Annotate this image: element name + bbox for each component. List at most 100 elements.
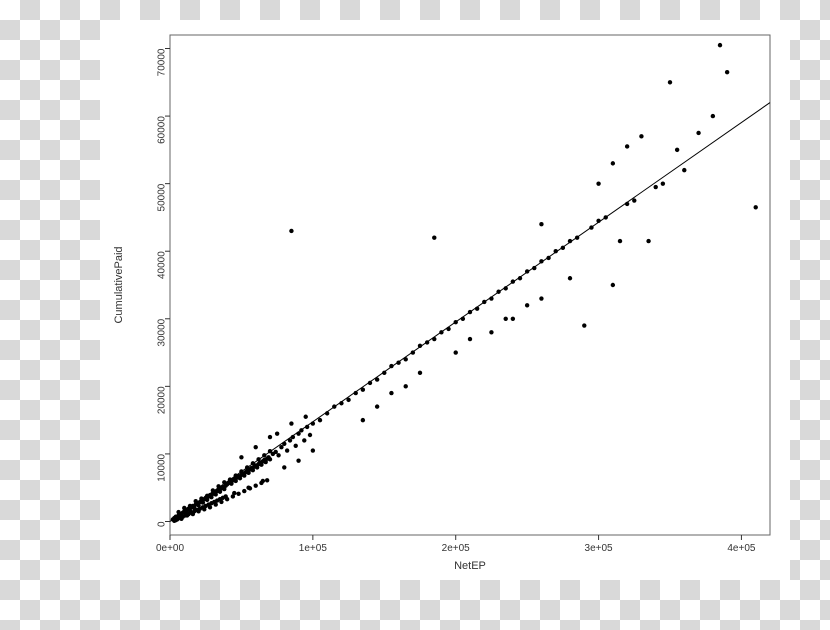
- data-point: [299, 428, 303, 432]
- data-point: [389, 391, 393, 395]
- y-tick-label: 60000: [157, 116, 168, 144]
- data-point: [382, 371, 386, 375]
- data-point: [236, 492, 240, 496]
- data-point: [265, 478, 269, 482]
- data-point: [575, 236, 579, 240]
- data-point: [232, 491, 236, 495]
- data-point: [646, 239, 650, 243]
- data-point: [279, 445, 283, 449]
- data-point: [539, 296, 543, 300]
- data-point: [268, 435, 272, 439]
- data-point: [304, 415, 308, 419]
- data-point: [216, 484, 220, 488]
- data-point: [199, 496, 203, 500]
- data-point: [596, 219, 600, 223]
- data-point: [188, 504, 192, 508]
- data-point: [468, 337, 472, 341]
- data-point: [339, 401, 343, 405]
- data-point: [296, 458, 300, 462]
- x-axis-label: NetEP: [454, 560, 486, 572]
- data-point: [404, 384, 408, 388]
- data-point: [308, 433, 312, 437]
- data-point: [294, 444, 298, 448]
- data-point: [539, 259, 543, 263]
- data-point: [711, 114, 715, 118]
- data-point: [242, 489, 246, 493]
- data-point: [274, 450, 278, 454]
- data-point: [532, 266, 536, 270]
- data-point: [632, 198, 636, 202]
- y-tick-label: 20000: [157, 386, 168, 414]
- data-point: [262, 453, 266, 457]
- data-point: [454, 320, 458, 324]
- chart-panel: 0e+001e+052e+053e+054e+05010000200003000…: [100, 20, 790, 580]
- data-point: [346, 398, 350, 402]
- data-point: [288, 438, 292, 442]
- data-point: [246, 486, 250, 490]
- data-point: [254, 445, 258, 449]
- data-point: [754, 205, 758, 209]
- x-tick-label: 1e+05: [299, 543, 328, 554]
- data-point: [625, 202, 629, 206]
- data-point: [525, 303, 529, 307]
- data-point: [489, 296, 493, 300]
- data-point: [418, 344, 422, 348]
- scatter-chart: 0e+001e+052e+053e+054e+05010000200003000…: [100, 20, 790, 580]
- data-point: [511, 279, 515, 283]
- data-point: [504, 286, 508, 290]
- data-point: [489, 330, 493, 334]
- data-point: [375, 404, 379, 408]
- data-point: [554, 249, 558, 253]
- data-point: [589, 225, 593, 229]
- data-point: [596, 181, 600, 185]
- data-point: [561, 246, 565, 250]
- data-point: [305, 425, 309, 429]
- y-tick-label: 0: [157, 521, 168, 527]
- data-point: [639, 134, 643, 138]
- data-point: [525, 269, 529, 273]
- data-point: [518, 276, 522, 280]
- data-point: [504, 317, 508, 321]
- data-point: [468, 310, 472, 314]
- data-point: [418, 371, 422, 375]
- data-point: [475, 306, 479, 310]
- data-point: [582, 323, 586, 327]
- data-point: [568, 239, 572, 243]
- data-point: [205, 494, 209, 498]
- x-tick-label: 4e+05: [727, 543, 756, 554]
- y-tick-label: 30000: [157, 318, 168, 346]
- data-point: [318, 418, 322, 422]
- data-point: [291, 435, 295, 439]
- data-point: [482, 300, 486, 304]
- data-point: [182, 506, 186, 510]
- data-point: [718, 43, 722, 47]
- data-point: [354, 391, 358, 395]
- data-point: [224, 494, 228, 498]
- data-point: [285, 448, 289, 452]
- x-tick-label: 2e+05: [442, 543, 471, 554]
- data-point: [396, 361, 400, 365]
- data-point: [194, 499, 198, 503]
- data-point: [261, 479, 265, 483]
- data-point: [668, 80, 672, 84]
- data-point: [439, 330, 443, 334]
- y-axis-label: CumulativePaid: [113, 246, 125, 323]
- data-point: [275, 431, 279, 435]
- data-point: [725, 70, 729, 74]
- data-point: [222, 480, 226, 484]
- data-point: [611, 283, 615, 287]
- data-point: [239, 455, 243, 459]
- data-point: [268, 457, 272, 461]
- data-point: [511, 317, 515, 321]
- data-point: [625, 144, 629, 148]
- data-point: [446, 327, 450, 331]
- y-tick-label: 40000: [157, 251, 168, 279]
- y-tick-label: 50000: [157, 183, 168, 211]
- data-point: [432, 236, 436, 240]
- data-point: [675, 148, 679, 152]
- data-point: [461, 317, 465, 321]
- data-point: [282, 465, 286, 469]
- data-point: [696, 131, 700, 135]
- data-point: [276, 453, 280, 457]
- data-point: [211, 488, 215, 492]
